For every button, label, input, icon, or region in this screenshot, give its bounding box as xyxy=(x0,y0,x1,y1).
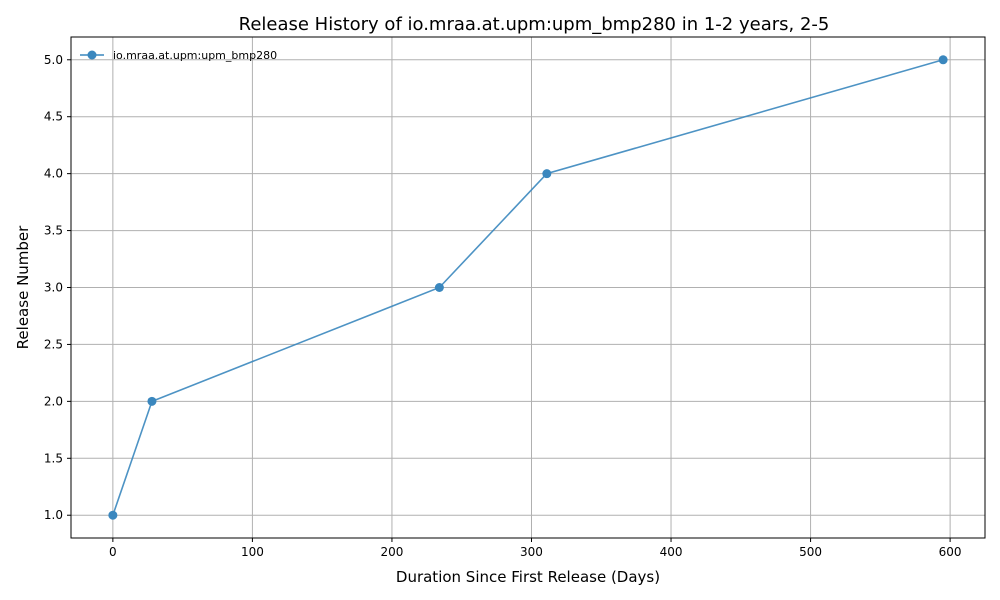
series-layer xyxy=(108,55,948,520)
y-tick-label: 3.5 xyxy=(44,224,63,238)
grid xyxy=(71,37,985,538)
x-tick-label: 100 xyxy=(241,545,264,559)
x-tick-label: 300 xyxy=(520,545,543,559)
x-axis-label: Duration Since First Release (Days) xyxy=(396,568,660,586)
data-point xyxy=(542,169,552,179)
x-tick-label: 400 xyxy=(660,545,683,559)
data-point xyxy=(108,510,118,520)
chart-title: Release History of io.mraa.at.upm:upm_bm… xyxy=(239,14,830,35)
y-axis-ticks: 1.0 1.5 2.0 2.5 3.0 3.5 4.0 4.5 5.0 xyxy=(44,53,71,522)
x-axis-ticks: 0 100 200 300 400 500 600 xyxy=(109,538,962,559)
x-tick-label: 200 xyxy=(380,545,403,559)
x-tick-label: 500 xyxy=(799,545,822,559)
y-tick-label: 1.0 xyxy=(44,508,63,522)
y-tick-label: 3.0 xyxy=(44,281,63,295)
data-point xyxy=(938,55,948,65)
legend-label: io.mraa.at.upm:upm_bmp280 xyxy=(113,49,277,62)
x-tick-label: 600 xyxy=(939,545,962,559)
legend-marker xyxy=(87,50,97,60)
data-point xyxy=(147,396,157,406)
y-tick-label: 5.0 xyxy=(44,53,63,67)
y-tick-label: 2.5 xyxy=(44,337,63,351)
y-axis-label: Release Number xyxy=(14,225,32,349)
legend: io.mraa.at.upm:upm_bmp280 xyxy=(80,49,277,62)
y-tick-label: 4.0 xyxy=(44,167,63,181)
data-point xyxy=(434,283,444,292)
x-tick-label: 0 xyxy=(109,545,117,559)
y-tick-label: 1.5 xyxy=(44,451,63,465)
y-tick-label: 2.0 xyxy=(44,394,63,408)
y-tick-label: 4.5 xyxy=(44,110,63,124)
